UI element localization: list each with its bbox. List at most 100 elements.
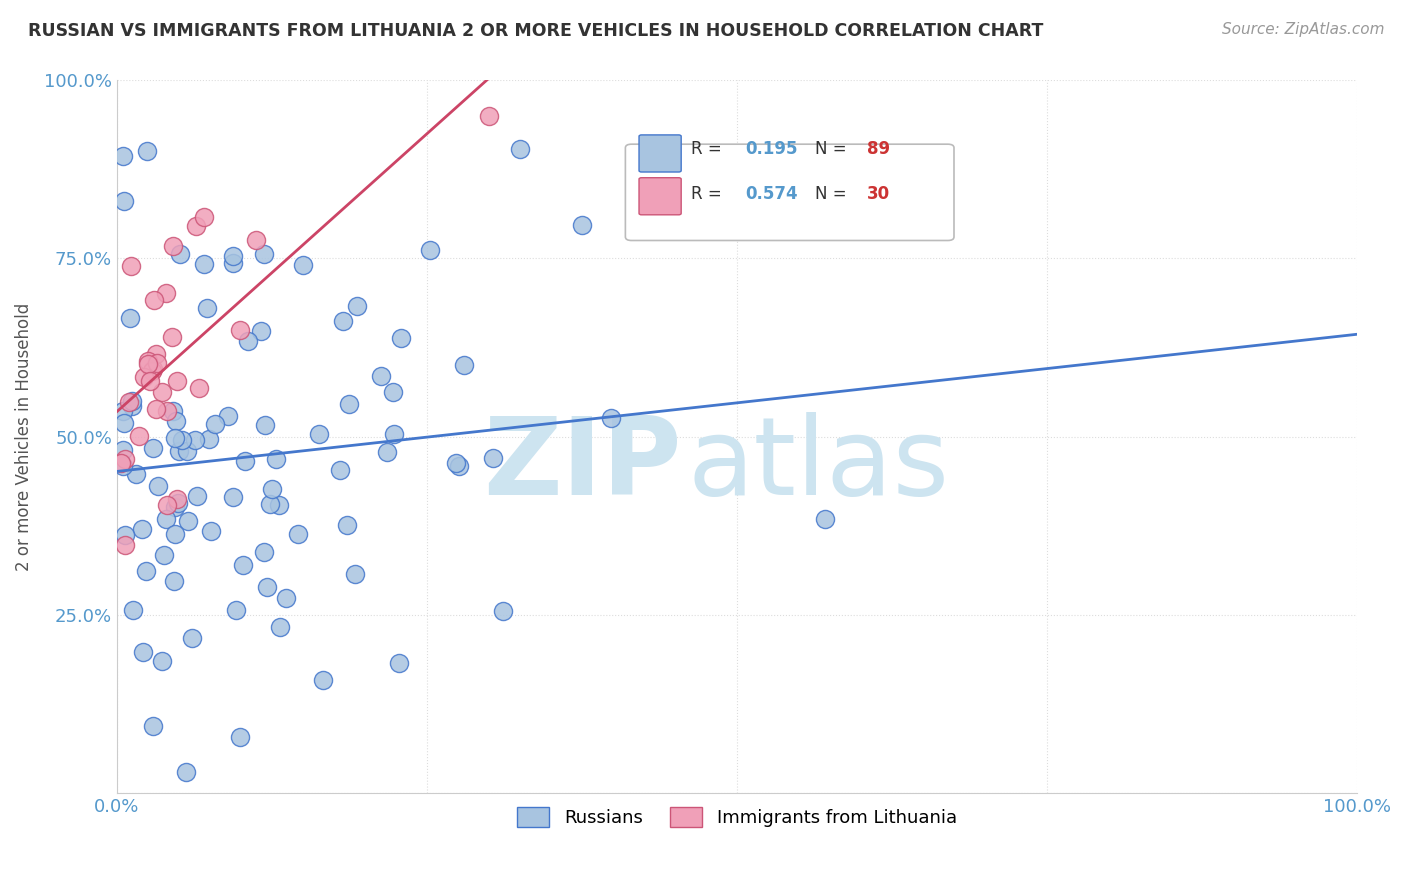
Point — [600, 411, 623, 425]
Point — [447, 458, 470, 473]
Point — [193, 210, 215, 224]
Point — [571, 218, 593, 232]
Point — [232, 558, 254, 572]
Point — [254, 418, 277, 433]
Point — [249, 324, 271, 338]
Point — [163, 527, 186, 541]
Point — [381, 384, 404, 399]
Point — [336, 518, 359, 533]
Point — [165, 431, 187, 445]
Point — [110, 456, 132, 470]
Text: N =: N = — [815, 186, 852, 203]
Point — [166, 375, 188, 389]
Point — [444, 456, 467, 470]
Point — [155, 512, 177, 526]
Point — [121, 394, 143, 409]
Point — [166, 491, 188, 506]
Point — [112, 194, 135, 209]
Point — [142, 362, 165, 376]
Point — [135, 565, 157, 579]
Point — [170, 433, 193, 447]
Point — [264, 451, 287, 466]
Point — [167, 496, 190, 510]
Point — [375, 445, 398, 459]
Point — [163, 500, 186, 515]
Text: 0.195: 0.195 — [745, 140, 799, 158]
Point — [125, 467, 148, 482]
Point — [162, 239, 184, 253]
Point — [419, 243, 441, 257]
Point — [225, 603, 247, 617]
Point — [388, 656, 411, 670]
Point — [337, 396, 360, 410]
Point — [118, 394, 141, 409]
Point — [200, 524, 222, 538]
Text: atlas: atlas — [688, 412, 949, 518]
FancyBboxPatch shape — [638, 135, 681, 172]
Point — [329, 463, 352, 477]
Point — [187, 381, 209, 395]
Point — [121, 399, 143, 413]
Point — [346, 300, 368, 314]
Point — [152, 548, 174, 562]
Point — [114, 452, 136, 467]
Point — [112, 458, 135, 473]
Point — [177, 514, 200, 528]
Point — [312, 673, 335, 688]
Point — [184, 433, 207, 447]
Point — [114, 538, 136, 552]
Point — [509, 142, 531, 156]
Point — [145, 401, 167, 416]
Point — [343, 566, 366, 581]
Point — [112, 442, 135, 457]
Point — [253, 545, 276, 559]
Point — [267, 498, 290, 512]
Point — [370, 369, 392, 384]
Point — [143, 293, 166, 307]
Text: 30: 30 — [868, 186, 890, 203]
Point — [308, 427, 330, 442]
Point — [193, 256, 215, 270]
Point — [128, 429, 150, 443]
Point — [132, 644, 155, 658]
Text: 0.574: 0.574 — [745, 186, 799, 203]
Point — [142, 719, 165, 733]
Point — [492, 604, 515, 618]
FancyBboxPatch shape — [638, 178, 681, 215]
Point — [155, 404, 177, 418]
Point — [165, 414, 187, 428]
Text: R =: R = — [692, 186, 727, 203]
Point — [197, 301, 219, 315]
Point — [139, 374, 162, 388]
Point — [229, 730, 252, 744]
Point — [150, 654, 173, 668]
Text: N =: N = — [815, 140, 852, 158]
Point — [253, 247, 276, 261]
Point — [389, 331, 412, 345]
Text: R =: R = — [692, 140, 727, 158]
Point — [245, 233, 267, 247]
Point — [132, 370, 155, 384]
Point — [204, 417, 226, 432]
Point — [112, 417, 135, 431]
Legend: Russians, Immigrants from Lithuania: Russians, Immigrants from Lithuania — [510, 800, 965, 834]
Point — [146, 479, 169, 493]
Text: 89: 89 — [868, 140, 890, 158]
Point — [156, 498, 179, 512]
Point — [169, 247, 191, 261]
Point — [141, 363, 163, 377]
Point — [292, 258, 315, 272]
Point — [332, 314, 354, 328]
Point — [112, 149, 135, 163]
Point — [238, 334, 260, 349]
Point — [259, 497, 281, 511]
Point — [135, 145, 157, 159]
Point — [136, 357, 159, 371]
Point — [120, 310, 142, 325]
Point — [145, 347, 167, 361]
Point — [136, 354, 159, 368]
Point — [233, 454, 256, 468]
Point — [229, 323, 252, 337]
Point — [162, 329, 184, 343]
Point — [162, 574, 184, 589]
